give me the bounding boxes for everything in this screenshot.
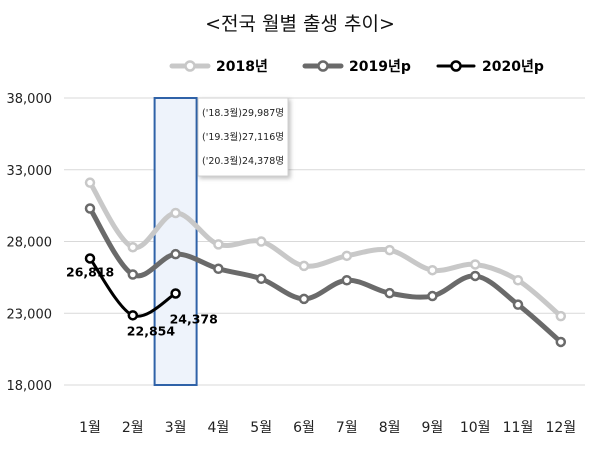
- annotation-background: [197, 97, 289, 177]
- data-point: [170, 248, 181, 260]
- legend-swatch-marker: [184, 60, 196, 72]
- data-point: [555, 310, 567, 322]
- point-label: 24,378: [170, 311, 218, 326]
- data-point: [255, 273, 267, 285]
- annotation-period: ('20.3월): [202, 155, 242, 167]
- data-point: [84, 203, 96, 214]
- legend-item: 2019년p: [302, 59, 411, 75]
- legend-label: 2019년p: [349, 59, 411, 75]
- x-tick-label: 7월: [336, 420, 358, 436]
- legend: 2018년 2019년p 2020년p: [169, 59, 544, 75]
- data-point: [384, 244, 395, 256]
- x-tick-label: 1월: [79, 420, 101, 436]
- legend-item: 2020년p: [436, 59, 544, 75]
- march-highlight-box: [153, 97, 198, 386]
- point-label: 26,818: [66, 264, 114, 279]
- y-tick-label: 33,000: [7, 164, 53, 179]
- series-2018: [84, 177, 567, 322]
- annotation-value: 24,378명: [242, 156, 284, 167]
- annotation-period: ('18.3월): [202, 107, 242, 119]
- x-tick-label: 9월: [422, 420, 444, 436]
- legend-swatch-marker: [317, 60, 329, 72]
- data-point: [427, 264, 438, 276]
- y-tick-label: 18,000: [7, 379, 53, 394]
- legend-item: 2018년: [169, 59, 268, 75]
- legend-label: 2020년p: [482, 59, 544, 75]
- data-point: [127, 310, 139, 321]
- y-tick-label: 23,000: [7, 307, 53, 322]
- y-axis: 18,000 23,000 28,000 33,000 38,000: [7, 92, 53, 394]
- x-tick-label: 6월: [293, 420, 315, 436]
- data-point: [384, 287, 395, 299]
- data-point: [341, 250, 353, 262]
- x-tick-label: 3월: [165, 420, 187, 436]
- data-point: [84, 253, 96, 264]
- x-tick-label: 8월: [379, 420, 401, 436]
- data-point: [84, 177, 96, 188]
- data-point: [469, 259, 481, 270]
- x-tick-label: 4월: [208, 420, 230, 436]
- data-point: [427, 290, 438, 302]
- y-tick-label: 38,000: [7, 92, 53, 107]
- x-tick-label: 11월: [503, 420, 534, 436]
- annotation-period: ('19.3월): [202, 131, 242, 143]
- data-point: [298, 293, 310, 305]
- data-point: [170, 207, 181, 219]
- x-tick-label: 12월: [545, 420, 576, 436]
- legend-swatch-marker: [450, 60, 462, 72]
- data-point: [213, 263, 224, 275]
- x-tick-label: 5월: [250, 420, 272, 436]
- x-tick-label: 2월: [122, 420, 144, 436]
- data-point: [170, 288, 181, 299]
- annotation-box: ('18.3월) 29,987명 ('19.3월) 27,116명 ('20.3월) 24…: [197, 97, 289, 177]
- annotation-value: 29,987명: [242, 108, 284, 119]
- series-group: [84, 177, 567, 348]
- series-2020p: [84, 253, 181, 321]
- chart-title: <전국 월별 출생 추이>: [205, 13, 395, 35]
- gridlines: [64, 97, 585, 386]
- data-point: [512, 299, 524, 310]
- data-point: [213, 239, 224, 250]
- annotation-value: 27,116명: [242, 132, 284, 143]
- x-axis: 1월 2월 3월 4월 5월 6월 7월 8월 9월 10월 11월 12월: [79, 420, 576, 436]
- data-point: [469, 270, 481, 282]
- x-tick-label: 10월: [460, 420, 491, 436]
- data-point: [555, 336, 567, 348]
- data-point: [127, 269, 139, 280]
- data-point: [127, 241, 139, 253]
- legend-label: 2018년: [216, 59, 268, 75]
- y-tick-label: 28,000: [7, 236, 53, 251]
- series-2019p: [84, 203, 567, 348]
- data-point: [341, 274, 353, 286]
- data-point: [298, 260, 310, 272]
- data-point: [255, 236, 267, 247]
- point-label: 22,854: [127, 323, 176, 338]
- data-point: [512, 274, 524, 286]
